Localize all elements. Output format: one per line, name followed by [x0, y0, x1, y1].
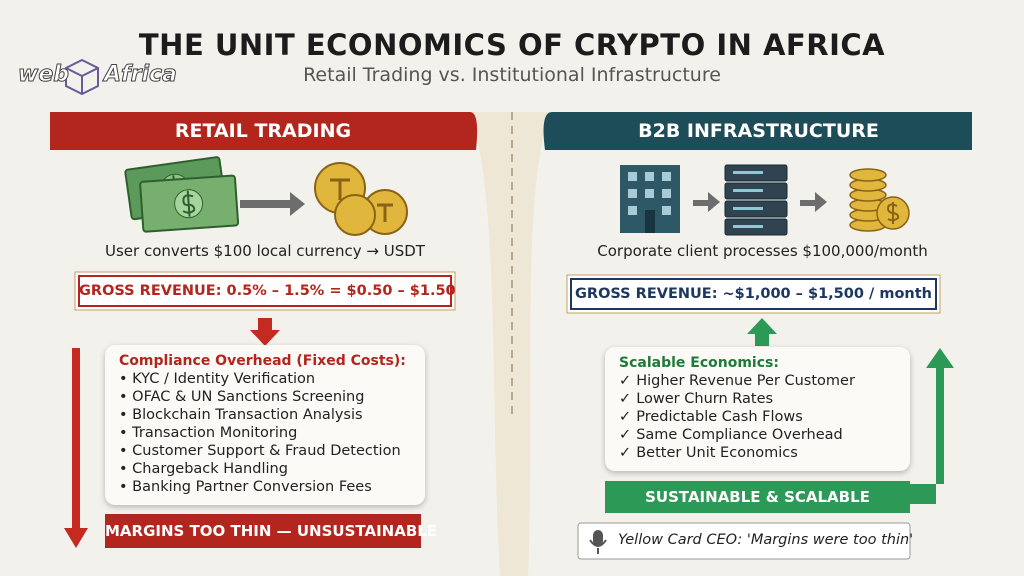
list-item: OFAC & UN Sanctions Screening [119, 388, 411, 406]
verdict: SUSTAINABLE & SCALABLE [605, 481, 910, 513]
box-title: Compliance Overhead (Fixed Costs): [119, 353, 406, 369]
benefits-box: Scalable Economics: Higher Revenue Per C… [605, 347, 910, 471]
list-item: Customer Support & Fraud Detection [119, 442, 411, 460]
list-item: Same Compliance Overhead [619, 426, 896, 444]
logo-text: web [18, 62, 70, 88]
list-item: Higher Revenue Per Customer [619, 372, 896, 390]
caption: Corporate client processes $100,000/mont… [597, 242, 928, 260]
subtitle: Retail Trading vs. Institutional Infrast… [303, 64, 721, 86]
caption: User converts $100 local currency → USDT [105, 242, 425, 260]
list-item: Predictable Cash Flows [619, 408, 896, 426]
list-item: Lower Churn Rates [619, 390, 896, 408]
revenue: GROSS REVENUE: ~$1,000 – $1,500 / month [575, 286, 932, 302]
list-item: Blockchain Transaction Analysis [119, 406, 411, 424]
list-item: Banking Partner Conversion Fees [119, 478, 411, 496]
revenue: GROSS REVENUE: 0.5% – 1.5% = $0.50 – $1.… [79, 283, 456, 299]
verdict: MARGINS TOO THIN — UNSUSTAINABLE [105, 514, 437, 548]
list-item: Transaction Monitoring [119, 424, 411, 442]
panel-heading: RETAIL TRADING [174, 120, 352, 142]
costs-box: Compliance Overhead (Fixed Costs): KYC /… [105, 345, 425, 505]
list-item: Chargeback Handling [119, 460, 411, 478]
title: THE UNIT ECONOMICS OF CRYPTO IN AFRICA [138, 28, 886, 62]
logo-text: Africa [104, 62, 178, 88]
panel-heading: B2B INFRASTRUCTURE [638, 120, 879, 142]
list-item: KYC / Identity Verification [119, 370, 411, 388]
quote: Yellow Card CEO: 'Margins were too thin' [618, 532, 914, 548]
list-item: Better Unit Economics [619, 444, 896, 462]
box-title: Scalable Economics: [619, 355, 779, 371]
